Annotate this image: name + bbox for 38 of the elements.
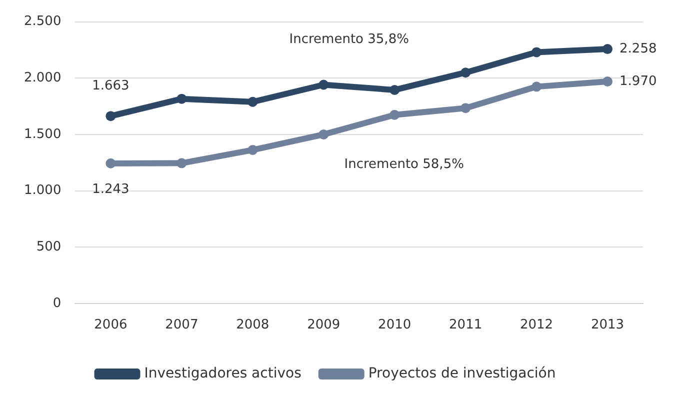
y-tick-label: 2.000: [24, 70, 62, 86]
point: [532, 82, 542, 92]
x-tick-label: 2006: [94, 318, 128, 333]
annotation: Incremento 58,5%: [344, 157, 464, 172]
point: [176, 94, 187, 104]
x-tick-label: 2008: [236, 318, 270, 333]
x-tick-label: 2007: [165, 318, 198, 333]
point: [106, 158, 116, 168]
legend-label: Investigadores activos: [144, 366, 302, 382]
point: [248, 96, 258, 107]
x-tick-label: 2013: [590, 318, 624, 333]
point: [602, 44, 613, 54]
point: [176, 158, 187, 168]
point: [460, 68, 471, 78]
annotation: Incremento 35,8%: [289, 32, 409, 48]
point: [390, 110, 400, 120]
point: [106, 111, 116, 122]
point: [318, 129, 329, 140]
y-tick-label: 0: [52, 296, 62, 311]
point: [318, 80, 329, 90]
point: [248, 144, 258, 155]
y-tick-label: 500: [36, 239, 62, 254]
x-tick-label: 2009: [307, 318, 340, 333]
data-label: 1.663: [92, 78, 130, 94]
y-tick-label: 2.500: [24, 14, 62, 30]
point: [532, 47, 542, 58]
x-tick-label: 2012: [520, 318, 554, 333]
legend-label: Proyectos de investigación: [368, 366, 556, 382]
y-tick-label: 1.000: [24, 183, 62, 198]
data-label: 1.243: [92, 182, 130, 197]
data-label: 1.970: [620, 74, 657, 89]
x-tick-label: 2011: [449, 318, 482, 333]
x-tick-label: 2010: [378, 318, 412, 333]
point: [390, 84, 400, 95]
data-label: 2.258: [620, 41, 657, 56]
point: [602, 76, 613, 86]
y-tick-label: 1.500: [24, 126, 62, 142]
point: [460, 103, 471, 114]
